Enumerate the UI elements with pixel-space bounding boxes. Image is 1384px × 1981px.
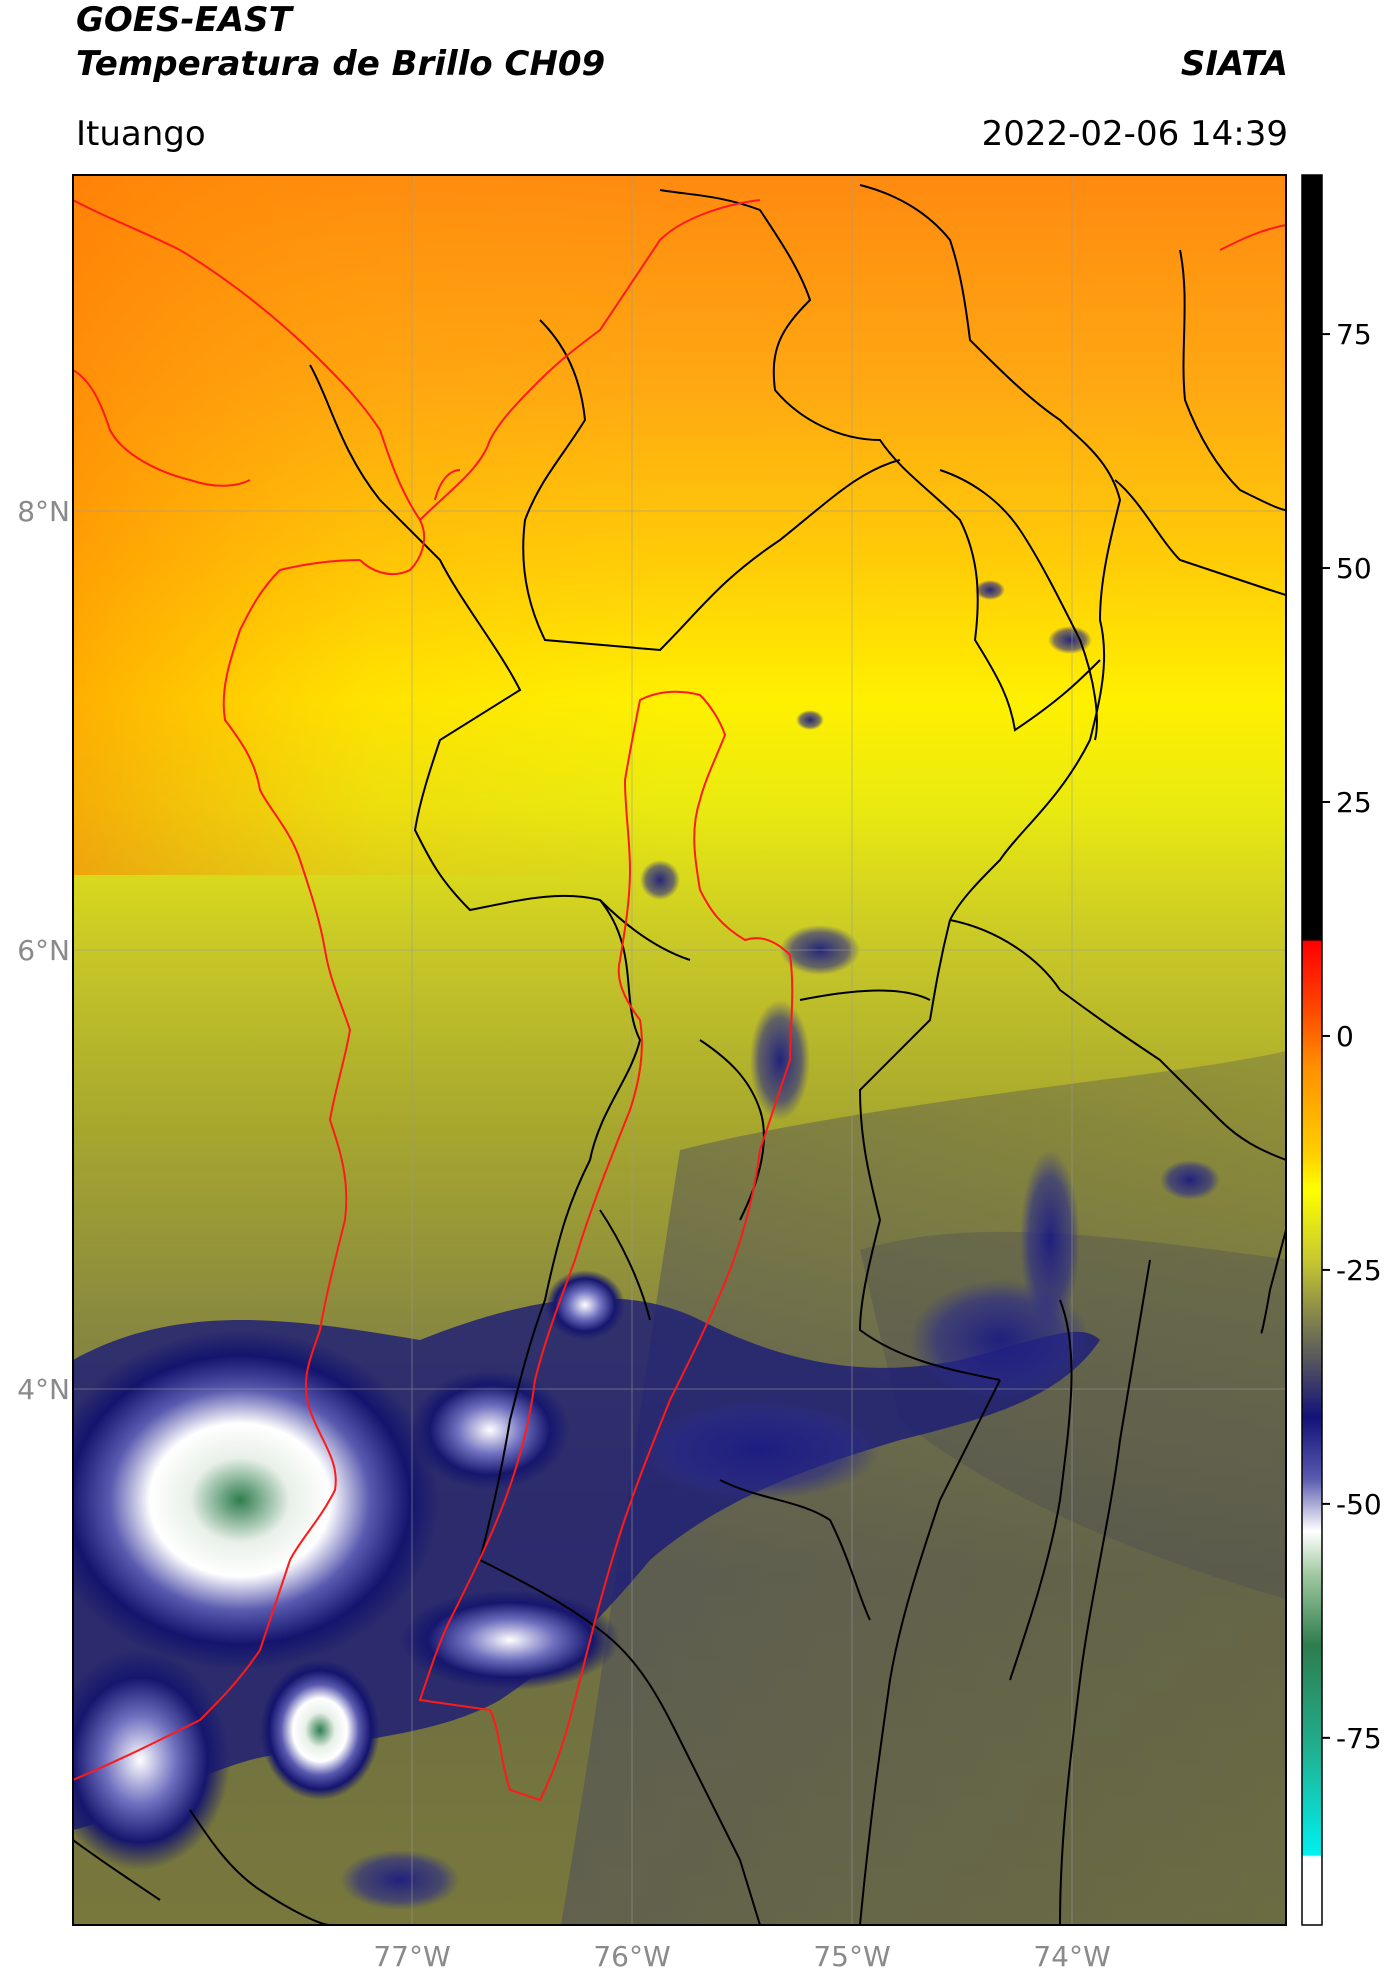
timestamp-label: 2022-02-06 14:39 (981, 114, 1288, 154)
latitude-axis: 8°N 6°N 4°N (17, 495, 70, 1406)
colorbar: 75 50 25 0 -25 -50 -75 (1301, 174, 1382, 1926)
map-frame (72, 174, 1287, 1926)
colorbar-tick-label: -50 (1336, 1488, 1382, 1521)
lon-tick-label: 74°W (1033, 1940, 1110, 1973)
gridlines (73, 175, 1286, 1925)
colorbar-tick-label: 50 (1336, 552, 1372, 585)
region-label: Ituango (76, 114, 206, 154)
colorbar-tick-label: -25 (1336, 1254, 1382, 1287)
colorbar-tick-label: -75 (1336, 1722, 1382, 1755)
title-satellite: GOES-EAST (76, 0, 292, 40)
lon-tick-label: 77°W (373, 1940, 450, 1973)
coastline-border (73, 199, 1286, 1802)
lon-tick-label: 75°W (813, 1940, 890, 1973)
title-product: Temperatura de Brillo CH09 (76, 44, 606, 84)
lon-tick-label: 76°W (593, 1940, 670, 1973)
colorbar-tick-label: 25 (1336, 786, 1372, 819)
organization-label: SIATA (1180, 44, 1288, 84)
brightness-temperature-field (73, 175, 1286, 1925)
colorbar-tick-label: 0 (1336, 1020, 1354, 1053)
lat-tick-label: 8°N (17, 495, 70, 528)
colorbar-gradient (1301, 174, 1323, 1926)
lat-tick-label: 6°N (17, 934, 70, 967)
colorbar-tick-label: 75 (1336, 318, 1372, 351)
longitude-axis: 77°W 76°W 75°W 74°W (373, 1940, 1110, 1973)
colorbar-ticks (1322, 333, 1330, 1739)
lat-tick-label: 4°N (17, 1373, 70, 1406)
department-boundaries (73, 184, 1286, 1925)
